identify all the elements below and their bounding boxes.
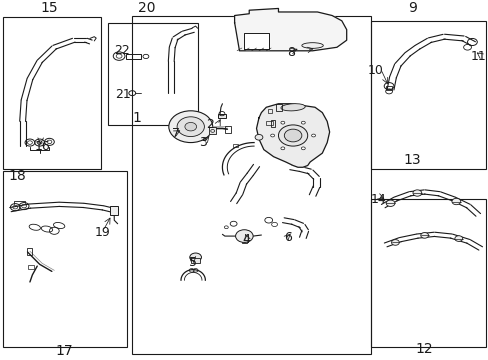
Circle shape [420, 233, 427, 238]
Text: 12: 12 [415, 342, 432, 356]
Circle shape [270, 134, 274, 137]
Text: 7: 7 [172, 127, 180, 140]
Circle shape [168, 111, 212, 143]
Bar [209, 127, 216, 134]
Bar [28, 265, 34, 269]
Circle shape [177, 117, 204, 136]
Circle shape [451, 198, 460, 205]
Circle shape [311, 134, 315, 137]
Ellipse shape [281, 104, 305, 111]
Circle shape [235, 230, 253, 242]
Bar [232, 144, 237, 147]
Circle shape [189, 253, 201, 261]
Bar [370, 199, 485, 347]
Text: 17: 17 [55, 344, 73, 358]
Bar [126, 54, 141, 59]
Text: 19: 19 [95, 226, 111, 239]
Text: 16: 16 [34, 140, 50, 153]
Text: 18: 18 [9, 169, 26, 183]
Bar [370, 21, 485, 169]
Text: 22: 22 [113, 44, 129, 57]
Polygon shape [234, 8, 346, 51]
Text: 9: 9 [407, 1, 416, 15]
Bar [265, 121, 272, 125]
Circle shape [412, 190, 421, 196]
Bar [224, 126, 230, 133]
Circle shape [391, 240, 399, 245]
Text: 20: 20 [138, 1, 155, 15]
Circle shape [284, 129, 301, 142]
Circle shape [255, 134, 263, 140]
Bar [132, 15, 370, 354]
Bar [110, 206, 118, 215]
Text: 15: 15 [41, 1, 58, 15]
Text: 13: 13 [403, 153, 421, 167]
Text: 14: 14 [370, 193, 386, 206]
Circle shape [301, 147, 305, 150]
Text: 2: 2 [206, 118, 214, 131]
Bar [3, 171, 127, 347]
Text: 3: 3 [199, 136, 206, 149]
Text: 4: 4 [243, 233, 250, 246]
Text: 21: 21 [115, 89, 131, 102]
Polygon shape [256, 104, 329, 167]
Ellipse shape [301, 43, 323, 48]
Bar [275, 104, 281, 111]
Text: 11: 11 [469, 50, 485, 63]
Circle shape [280, 147, 284, 150]
Bar [385, 86, 392, 90]
Bar [271, 120, 274, 127]
Bar [3, 17, 101, 169]
Text: 8: 8 [286, 46, 294, 59]
Polygon shape [244, 33, 268, 49]
Circle shape [278, 125, 307, 146]
Text: 6: 6 [284, 231, 291, 244]
Text: 1: 1 [132, 111, 142, 125]
Bar [190, 258, 200, 263]
Bar [108, 23, 198, 125]
Bar [267, 109, 271, 113]
Circle shape [280, 121, 284, 124]
Circle shape [386, 200, 394, 206]
Bar [242, 238, 246, 243]
Text: 5: 5 [189, 256, 197, 269]
Circle shape [184, 122, 196, 131]
Circle shape [454, 236, 462, 242]
Circle shape [301, 121, 305, 124]
Bar [26, 248, 32, 255]
Bar [218, 114, 225, 118]
Text: 10: 10 [367, 64, 383, 77]
